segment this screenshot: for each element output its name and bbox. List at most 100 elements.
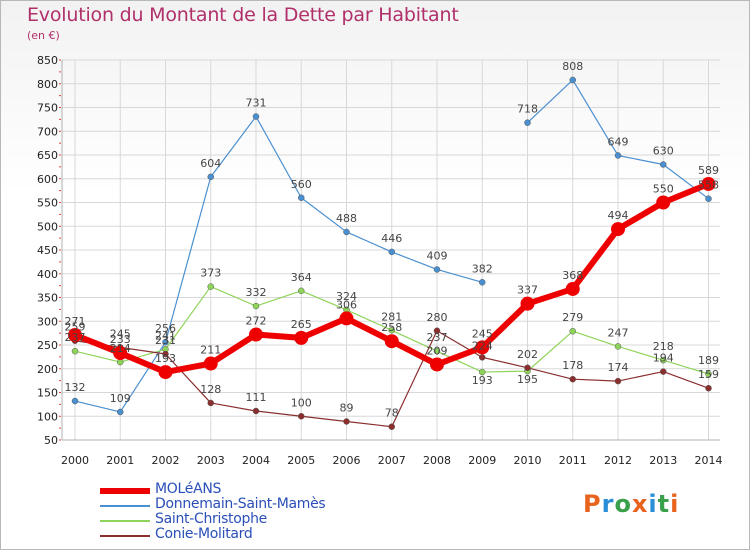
- data-point-1: [388, 248, 395, 256]
- data-label-3: 245: [110, 327, 131, 340]
- data-label-2: 237: [427, 331, 448, 344]
- data-point-2: [479, 368, 486, 376]
- data-label-1: 132: [65, 381, 86, 394]
- data-point-0: [113, 346, 128, 361]
- series-line-1: [74, 115, 483, 413]
- x-tick-label: 2003: [197, 454, 225, 467]
- data-label-2: 189: [698, 354, 719, 367]
- y-tick-label: 350: [37, 292, 58, 305]
- data-label-2: 324: [336, 290, 357, 303]
- x-tick-label: 2005: [287, 454, 315, 467]
- data-point-0: [611, 222, 625, 237]
- data-label-0: 245: [472, 327, 493, 340]
- y-tick-label: 650: [37, 149, 58, 162]
- unit-label: (en €): [27, 29, 60, 42]
- data-label-3: 194: [653, 352, 674, 365]
- y-tick-label: 50: [44, 434, 58, 447]
- data-point-0: [68, 328, 82, 343]
- x-tick-label: 2009: [468, 454, 496, 467]
- data-point-3: [433, 327, 441, 334]
- data-label-0: 589: [698, 164, 719, 177]
- data-point-0: [203, 356, 218, 371]
- data-label-3: 202: [517, 348, 538, 361]
- data-point-1: [524, 119, 531, 126]
- data-label-1: 109: [110, 392, 131, 405]
- logo-letter: o: [614, 490, 632, 518]
- data-label-2: 364: [291, 271, 312, 284]
- y-tick-label: 150: [37, 387, 58, 400]
- data-label-0: 258: [381, 321, 402, 334]
- data-label-1: 446: [381, 232, 402, 245]
- legend-swatch-saint-christophe: [100, 520, 150, 522]
- x-tick-label: 2004: [242, 454, 270, 467]
- x-tick-label: 2001: [106, 454, 134, 467]
- data-label-0: 368: [562, 269, 583, 282]
- data-label-3: 259: [65, 321, 86, 334]
- data-point-0: [520, 296, 535, 311]
- data-point-0: [656, 195, 671, 210]
- data-point-1: [252, 113, 260, 120]
- logo-letter: x: [631, 490, 649, 518]
- data-label-2: 373: [200, 267, 221, 280]
- y-tick-label: 800: [37, 78, 58, 91]
- data-label-1: 558: [698, 179, 719, 192]
- data-point-1: [433, 266, 441, 273]
- data-label-3: 174: [608, 361, 629, 374]
- data-label-2: 247: [608, 326, 629, 339]
- data-label-1: 604: [200, 157, 221, 170]
- data-label-2: 218: [653, 340, 674, 353]
- data-point-1: [162, 338, 169, 346]
- data-point-2: [614, 343, 622, 350]
- y-tick-label: 700: [37, 125, 58, 138]
- data-point-1: [343, 228, 350, 236]
- legend-label-saint-christophe: Saint-Christophe: [155, 511, 267, 527]
- proxiti-logo: Proxiti: [583, 490, 679, 518]
- data-label-1: 409: [427, 249, 448, 262]
- data-point-3: [343, 418, 350, 425]
- legend-swatch-conie-molitard: [100, 535, 150, 537]
- y-tick-label: 300: [37, 315, 58, 328]
- data-point-1: [479, 279, 486, 286]
- data-label-3: 224: [472, 339, 493, 352]
- data-label-3: 178: [562, 359, 583, 372]
- data-label-0: 209: [427, 344, 448, 357]
- data-label-1: 256: [155, 322, 176, 335]
- data-label-1: 560: [291, 178, 312, 191]
- data-label-3: 111: [246, 391, 267, 404]
- x-tick-label: 2014: [695, 454, 723, 467]
- x-tick-label: 2007: [378, 454, 406, 467]
- data-point-1: [117, 408, 124, 416]
- legend-label-donnemain: Donnemain-Saint-Mamès: [155, 496, 326, 512]
- logo-letter: t: [657, 490, 671, 518]
- data-label-1: 630: [653, 145, 674, 158]
- data-point-2: [660, 356, 667, 364]
- data-label-0: 306: [336, 298, 357, 311]
- data-point-1: [660, 161, 667, 168]
- y-tick-label: 850: [37, 54, 58, 67]
- legend-label-moleans: MOLéANS: [155, 481, 222, 497]
- data-point-1: [569, 76, 576, 84]
- data-label-1: 382: [472, 262, 493, 275]
- data-point-3: [298, 413, 305, 420]
- data-label-0: 337: [517, 284, 538, 297]
- data-label-0: 211: [200, 344, 221, 357]
- x-tick-label: 2008: [423, 454, 451, 467]
- x-tick-label: 2000: [61, 454, 89, 467]
- data-point-3: [207, 399, 214, 407]
- data-label-0: 272: [246, 315, 267, 328]
- data-label-0: 265: [291, 318, 312, 331]
- data-point-0: [565, 281, 580, 296]
- data-label-3: 280: [427, 311, 448, 324]
- data-label-3: 128: [200, 383, 221, 396]
- x-tick-label: 2002: [152, 454, 180, 467]
- data-point-2: [705, 370, 712, 378]
- data-point-1: [705, 195, 712, 202]
- data-label-2: 241: [155, 329, 176, 342]
- data-label-2: 195: [517, 373, 538, 386]
- data-point-3: [479, 354, 486, 361]
- x-tick-label: 2006: [333, 454, 361, 467]
- data-point-3: [705, 384, 712, 392]
- data-label-2: 237: [65, 331, 86, 344]
- data-label-1: 718: [517, 103, 538, 116]
